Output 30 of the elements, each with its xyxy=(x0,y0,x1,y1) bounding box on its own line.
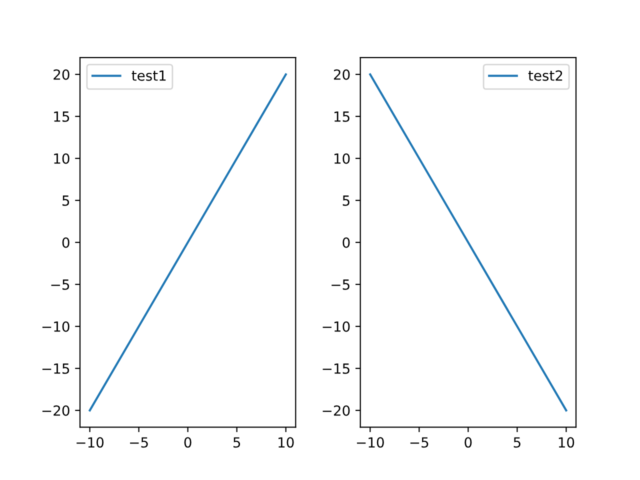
y-tick-label: 0 xyxy=(342,237,350,248)
y-tick-label: −5 xyxy=(332,280,350,290)
y-tick-label: −15 xyxy=(42,364,70,374)
x-tick-label: −5 xyxy=(130,437,148,448)
x-tick-label: −10 xyxy=(76,437,104,448)
y-tick-label: 20 xyxy=(334,69,350,80)
y-tick-label: −10 xyxy=(42,321,70,332)
x-tick-label: 10 xyxy=(558,437,574,448)
x-tick-label: 5 xyxy=(514,437,520,448)
x-tick-label: 0 xyxy=(464,437,472,448)
y-tick-label: 0 xyxy=(62,237,70,248)
x-tick-label: −5 xyxy=(410,437,428,448)
legend-label: test1 xyxy=(132,70,166,81)
y-tick-label: 10 xyxy=(334,153,350,164)
y-tick-label: −5 xyxy=(51,280,70,290)
y-tick-label: 5 xyxy=(342,196,350,206)
y-tick-label: −10 xyxy=(322,321,350,332)
x-tick-label: 10 xyxy=(278,437,294,448)
y-tick-label: 10 xyxy=(54,153,70,164)
y-tick-label: 20 xyxy=(54,69,70,80)
y-tick-label: 15 xyxy=(54,112,70,122)
y-tick-label: −20 xyxy=(42,405,70,416)
x-tick-label: −10 xyxy=(356,437,384,448)
x-tick-label: 5 xyxy=(233,437,240,448)
y-tick-label: 5 xyxy=(62,196,70,206)
legend-label: test2 xyxy=(528,70,562,81)
y-tick-label: −15 xyxy=(322,364,350,374)
y-tick-label: 15 xyxy=(334,112,350,122)
x-tick-label: 0 xyxy=(184,437,192,448)
y-tick-label: −20 xyxy=(322,405,350,416)
